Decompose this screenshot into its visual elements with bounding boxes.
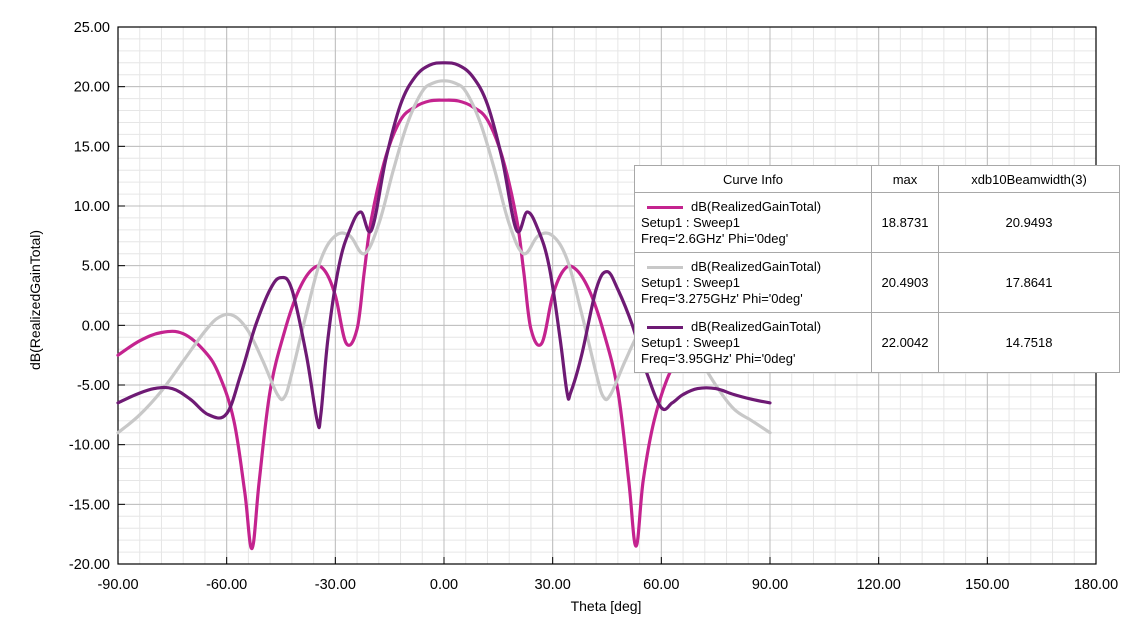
- curve-info-row: dB(RealizedGainTotal) Setup1 : Sweep1 Fr…: [634, 192, 1120, 253]
- trace-freq: Freq='3.275GHz' Phi='0deg': [641, 290, 803, 306]
- axis-ticks: [117, 26, 1097, 565]
- header-beamwidth: xdb10Beamwidth(3): [938, 165, 1120, 193]
- beamwidth-value: 17.8641: [938, 252, 1120, 313]
- header-curve-info: Curve Info: [634, 165, 872, 193]
- header-max: max: [871, 165, 939, 193]
- y-tick-label: 15.00: [74, 139, 110, 155]
- trace-setup: Setup1 : Sweep1: [641, 214, 741, 230]
- y-tick-label: 20.00: [74, 80, 110, 96]
- x-tick-label: -30.00: [315, 577, 356, 593]
- x-tick-label: -90.00: [97, 577, 138, 593]
- y-tick-label: 25.00: [74, 20, 110, 36]
- y-tick-label: 5.00: [82, 259, 110, 275]
- trace-expression: dB(RealizedGainTotal): [641, 199, 871, 215]
- y-tick-label: 0.00: [82, 318, 110, 334]
- beamwidth-value: 14.7518: [938, 312, 1120, 373]
- curve-info-header-row: Curve Info max xdb10Beamwidth(3): [634, 165, 1120, 193]
- x-tick-label: -60.00: [206, 577, 247, 593]
- max-value: 20.4903: [871, 252, 939, 313]
- trace-swatch: [647, 325, 683, 329]
- y-tick-label: -5.00: [77, 378, 110, 394]
- trace-expression: dB(RealizedGainTotal): [641, 259, 871, 275]
- tick-labels: -90.00 -60.00 -30.00 0.00 30.00 60.00 90.00 120…: [69, 20, 1118, 593]
- x-tick-label: 180.00: [1074, 577, 1118, 593]
- trace-cell: dB(RealizedGainTotal) Setup1 : Sweep1 Fr…: [634, 192, 872, 253]
- y-tick-label: 10.00: [74, 199, 110, 215]
- trace-setup: Setup1 : Sweep1: [641, 274, 741, 290]
- y-tick-label: -10.00: [69, 438, 110, 454]
- trace-cell: dB(RealizedGainTotal) Setup1 : Sweep1 Fr…: [634, 312, 872, 373]
- y-tick-label: -20.00: [69, 557, 110, 573]
- max-value: 18.8731: [871, 192, 939, 253]
- curve-info-table: Curve Info max xdb10Beamwidth(3) dB(Real…: [634, 165, 1120, 373]
- x-tick-label: 60.00: [643, 577, 679, 593]
- trace-swatch: [647, 205, 683, 209]
- trace-setup: Setup1 : Sweep1: [641, 334, 741, 350]
- x-axis-title: Theta [deg]: [571, 598, 642, 614]
- trace-swatch: [647, 265, 683, 269]
- beamwidth-value: 20.9493: [938, 192, 1120, 253]
- curve-info-row: dB(RealizedGainTotal) Setup1 : Sweep1 Fr…: [634, 252, 1120, 313]
- trace-cell: dB(RealizedGainTotal) Setup1 : Sweep1 Fr…: [634, 252, 872, 313]
- trace-expression: dB(RealizedGainTotal): [641, 319, 871, 335]
- y-tick-label: -15.00: [69, 497, 110, 513]
- x-tick-label: 150.00: [965, 577, 1009, 593]
- curve-info-row: dB(RealizedGainTotal) Setup1 : Sweep1 Fr…: [634, 312, 1120, 373]
- x-tick-label: 30.00: [535, 577, 571, 593]
- trace-freq: Freq='3.95GHz' Phi='0deg': [641, 350, 796, 366]
- x-tick-label: 120.00: [856, 577, 900, 593]
- y-axis-title: dB(RealizedGainTotal): [27, 230, 43, 370]
- max-value: 22.0042: [871, 312, 939, 373]
- x-tick-label: 90.00: [752, 577, 788, 593]
- x-tick-label: 0.00: [430, 577, 458, 593]
- trace-freq: Freq='2.6GHz' Phi='0deg': [641, 230, 789, 246]
